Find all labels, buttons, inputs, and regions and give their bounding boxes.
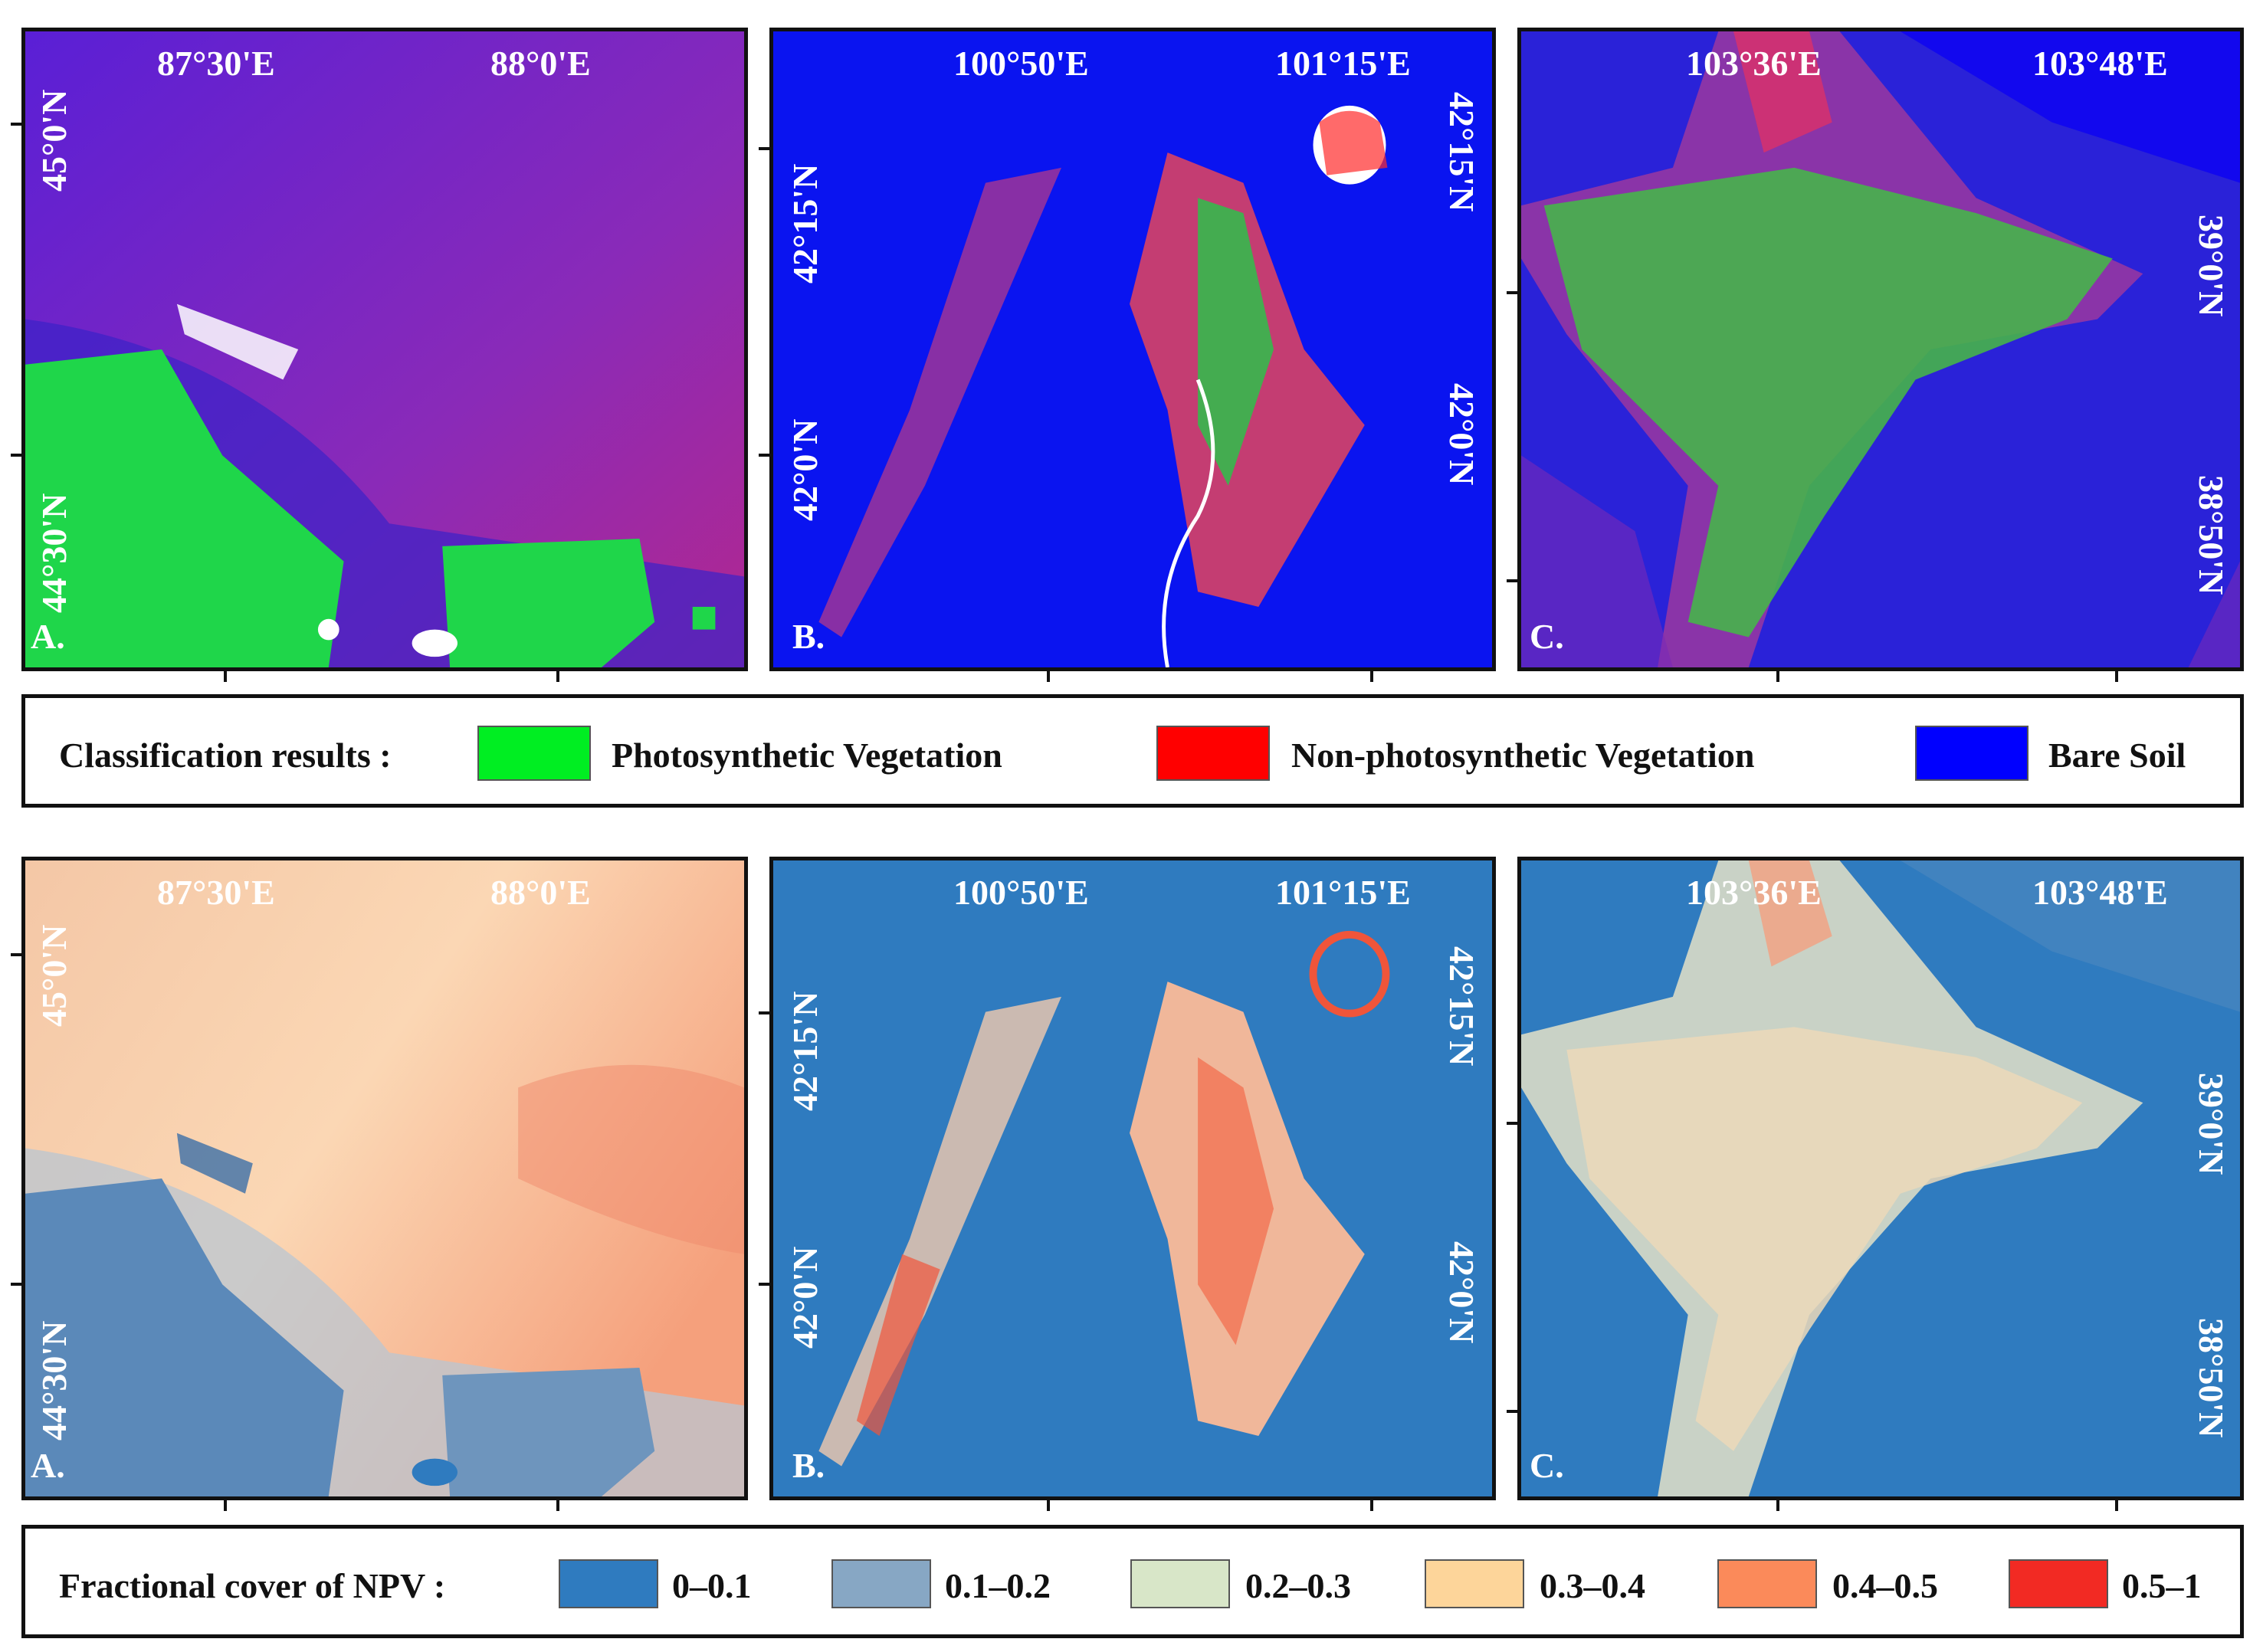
classification-map-a: [21, 28, 748, 671]
lon-label-npv-c2: 103°48'E: [2032, 873, 2168, 912]
npv-legend-title: Fractional cover of NPV :: [59, 1566, 446, 1605]
tick: [1507, 291, 1517, 294]
legend-label-bare-soil: Bare Soil: [2048, 736, 2186, 775]
legend-label-nonphotosynthetic: Non-photosynthetic Vegetation: [1291, 736, 1755, 775]
lat-label-npv-b1-right: 42°15'N: [1442, 946, 1481, 1067]
legend-label-photosynthetic: Photosynthetic Vegetation: [612, 736, 1002, 775]
lat-label-b1-right: 42°15'N: [1442, 92, 1481, 212]
tick: [11, 1283, 21, 1286]
npv-map-b: [769, 857, 1496, 1500]
tick: [759, 147, 769, 150]
npv-label-4: 0.4–0.5: [1832, 1566, 1938, 1605]
npv-swatch-0: [559, 1559, 658, 1608]
npv-swatch-5: [2009, 1559, 2108, 1608]
lat-label-a1: 45°0'N: [34, 89, 74, 192]
lon-label-npv-a2: 88°0'E: [490, 873, 591, 912]
legend-swatch-nonphotosynthetic: [1156, 726, 1270, 781]
npv-swatch-4: [1717, 1559, 1817, 1608]
tick: [1047, 1500, 1050, 1511]
npv-label-1: 0.1–0.2: [945, 1566, 1051, 1605]
lat-label-b2-left: 42°0'N: [785, 418, 825, 521]
lon-label-npv-a1: 87°30'E: [157, 873, 275, 912]
lon-label-b2: 101°15'E: [1275, 44, 1411, 83]
lat-label-npv-b2-right: 42°0'N: [1442, 1241, 1481, 1344]
tick: [1047, 671, 1050, 682]
lat-label-c1: 39°0'N: [2192, 215, 2231, 317]
tick: [224, 1500, 227, 1511]
lon-label-b1: 100°50'E: [953, 44, 1089, 83]
tick: [759, 1011, 769, 1014]
npv-swatch-2: [1130, 1559, 1230, 1608]
npv-map-c: [1517, 857, 2244, 1500]
lon-label-a2: 88°0'E: [490, 44, 591, 83]
lon-label-c1: 103°36'E: [1686, 44, 1822, 83]
tick: [1507, 1410, 1517, 1413]
npv-label-0: 0–0.1: [672, 1566, 752, 1605]
legend-swatch-photosynthetic: [477, 726, 591, 781]
panel-label-npv-b: B.: [792, 1446, 825, 1485]
lon-label-npv-c1: 103°36'E: [1686, 873, 1822, 912]
panel-label-c: C.: [1530, 617, 1564, 656]
tick: [1776, 1500, 1779, 1511]
lat-label-npv-b1-left: 42°15'N: [785, 991, 825, 1111]
npv-map-a: [21, 857, 748, 1500]
panel-label-a: A.: [31, 617, 65, 656]
tick: [1507, 579, 1517, 582]
tick: [759, 1283, 769, 1286]
lat-label-npv-b2-left: 42°0'N: [785, 1246, 825, 1349]
npv-label-3: 0.3–0.4: [1540, 1566, 1645, 1605]
tick: [556, 1500, 559, 1511]
classification-map-a-image: [25, 31, 744, 667]
lat-label-npv-a1: 45°0'N: [34, 924, 74, 1027]
tick: [11, 953, 21, 956]
tick: [1370, 671, 1373, 682]
lat-label-npv-c2: 38°50'N: [2192, 1318, 2231, 1438]
lat-label-c2: 38°50'N: [2192, 475, 2231, 595]
classification-map-b-image: [773, 31, 1492, 667]
panel-label-npv-c: C.: [1530, 1446, 1564, 1485]
classification-map-b: [769, 28, 1496, 671]
lon-label-a1: 87°30'E: [157, 44, 275, 83]
lat-label-npv-c1: 39°0'N: [2192, 1073, 2231, 1175]
tick: [1370, 1500, 1373, 1511]
npv-label-2: 0.2–0.3: [1245, 1566, 1351, 1605]
tick: [2115, 671, 2118, 682]
lon-label-npv-b2: 101°15'E: [1275, 873, 1411, 912]
classification-map-c-image: [1521, 31, 2240, 667]
tick: [759, 454, 769, 457]
panel-label-b: B.: [792, 617, 825, 656]
npv-label-5: 0.5–1: [2122, 1566, 2202, 1605]
npv-swatch-1: [831, 1559, 931, 1608]
npv-map-a-image: [25, 860, 744, 1496]
legend-swatch-bare-soil: [1915, 726, 2029, 781]
lat-label-b2-right: 42°0'N: [1442, 383, 1481, 486]
npv-map-b-image: [773, 860, 1492, 1496]
tick: [556, 671, 559, 682]
lon-label-npv-b1: 100°50'E: [953, 873, 1089, 912]
npv-legend: Fractional cover of NPV : 0–0.1 0.1–0.2 …: [21, 1525, 2244, 1638]
classification-map-c: [1517, 28, 2244, 671]
tick: [1776, 671, 1779, 682]
tick: [1507, 1122, 1517, 1125]
lon-label-c2: 103°48'E: [2032, 44, 2168, 83]
lat-label-a2: 44°30'N: [34, 493, 74, 613]
npv-map-c-image: [1521, 860, 2240, 1496]
classification-legend: Classification results : Photosynthetic …: [21, 694, 2244, 808]
tick: [2115, 1500, 2118, 1511]
lat-label-npv-a2: 44°30'N: [34, 1320, 74, 1441]
tick: [224, 671, 227, 682]
tick: [11, 123, 21, 126]
classification-legend-title: Classification results :: [59, 736, 392, 775]
npv-swatch-3: [1425, 1559, 1524, 1608]
tick: [11, 454, 21, 457]
lat-label-b1-left: 42°15'N: [785, 163, 825, 284]
panel-label-npv-a: A.: [31, 1446, 65, 1485]
